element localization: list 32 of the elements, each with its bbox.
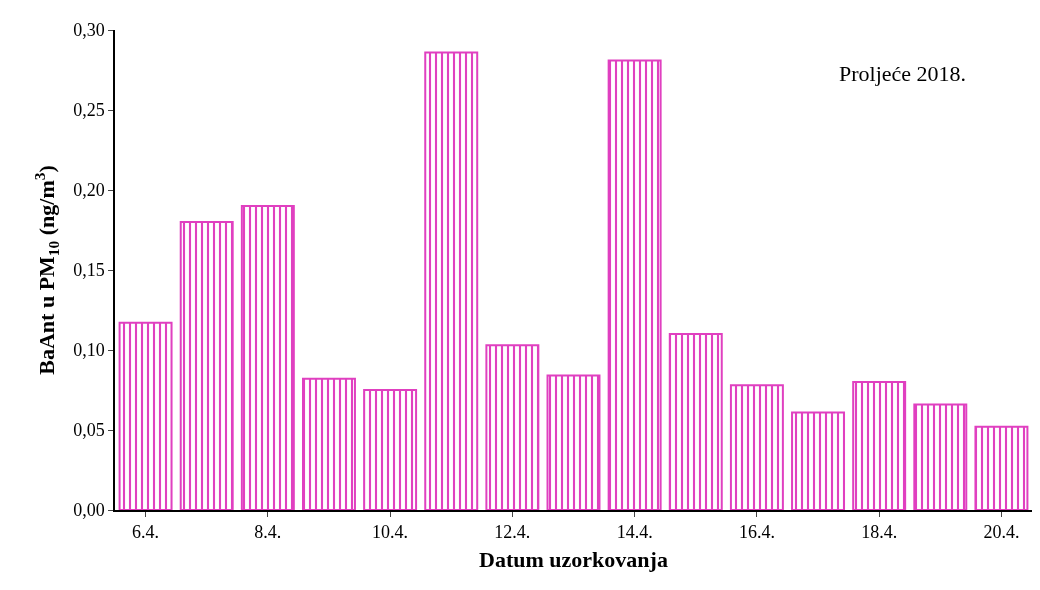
- bar: [424, 51, 479, 510]
- bar: [485, 344, 540, 510]
- y-tick-label: 0,20: [73, 180, 105, 201]
- x-tick-label: 12.4.: [494, 522, 531, 543]
- x-tick-label: 16.4.: [738, 522, 775, 543]
- bar: [974, 425, 1029, 510]
- x-tick-label: 20.4.: [983, 522, 1020, 543]
- x-tick-label: 10.4.: [372, 522, 409, 543]
- y-tick-label: 0,25: [73, 100, 105, 121]
- x-tick-label: 18.4.: [861, 522, 898, 543]
- x-tick-label: 14.4.: [616, 522, 653, 543]
- bar: [240, 205, 295, 510]
- y-tick-label: 0,10: [73, 340, 105, 361]
- bar: [363, 389, 418, 510]
- bar: [913, 403, 968, 510]
- bar: [607, 59, 662, 510]
- x-tick-label: 8.4.: [254, 522, 282, 543]
- annotation: Proljeće 2018.: [839, 61, 967, 86]
- y-tick-label: 0,15: [73, 260, 105, 281]
- y-tick-label: 0,30: [73, 20, 105, 41]
- bar: [729, 384, 784, 510]
- bar: [301, 377, 356, 510]
- bar: [791, 411, 846, 510]
- bar: [179, 221, 234, 510]
- y-tick-label: 0,05: [73, 420, 105, 441]
- x-tick-label: 6.4.: [132, 522, 160, 543]
- x-axis-title: Datum uzorkovanja: [479, 546, 668, 572]
- bar: [546, 374, 601, 510]
- y-tick-label: 0,00: [73, 500, 105, 521]
- bar: [118, 321, 173, 510]
- bar: [852, 381, 907, 510]
- bar: [668, 333, 723, 510]
